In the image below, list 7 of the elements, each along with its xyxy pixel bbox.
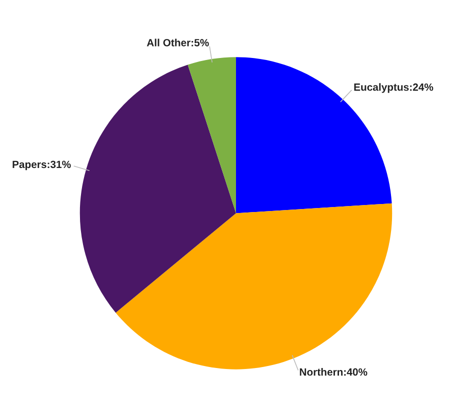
slice-label: All Other:5% [146,38,209,46]
slice-label: Northern:40% [300,368,368,376]
slice-label: Papers:31% [12,160,71,170]
slice-label: Eucalyptus:24% [354,83,434,93]
pie-slice [80,64,236,313]
pie-slice [116,203,392,370]
pie-slice [188,57,236,214]
